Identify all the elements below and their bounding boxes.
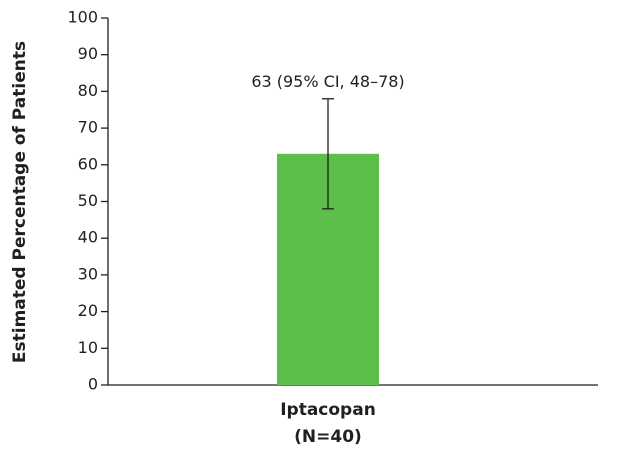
- y-tick-label: 100: [67, 8, 98, 27]
- y-tick-label: 50: [78, 191, 98, 210]
- y-axis-label: Estimated Percentage of Patients: [10, 41, 30, 363]
- y-tick-label: 80: [78, 81, 98, 100]
- y-tick-label: 40: [78, 228, 98, 247]
- y-tick-label: 0: [88, 375, 98, 394]
- y-tick-label: 10: [78, 338, 98, 357]
- y-tick-label: 60: [78, 154, 98, 173]
- y-tick-label: 30: [78, 264, 98, 283]
- y-tick-label: 70: [78, 118, 98, 137]
- x-tick-label: Iptacopan (N=40): [280, 400, 376, 447]
- y-tick-label: 90: [78, 44, 98, 63]
- y-tick-label: 20: [78, 301, 98, 320]
- annotation: 63 (95% CI, 48–78): [251, 72, 404, 91]
